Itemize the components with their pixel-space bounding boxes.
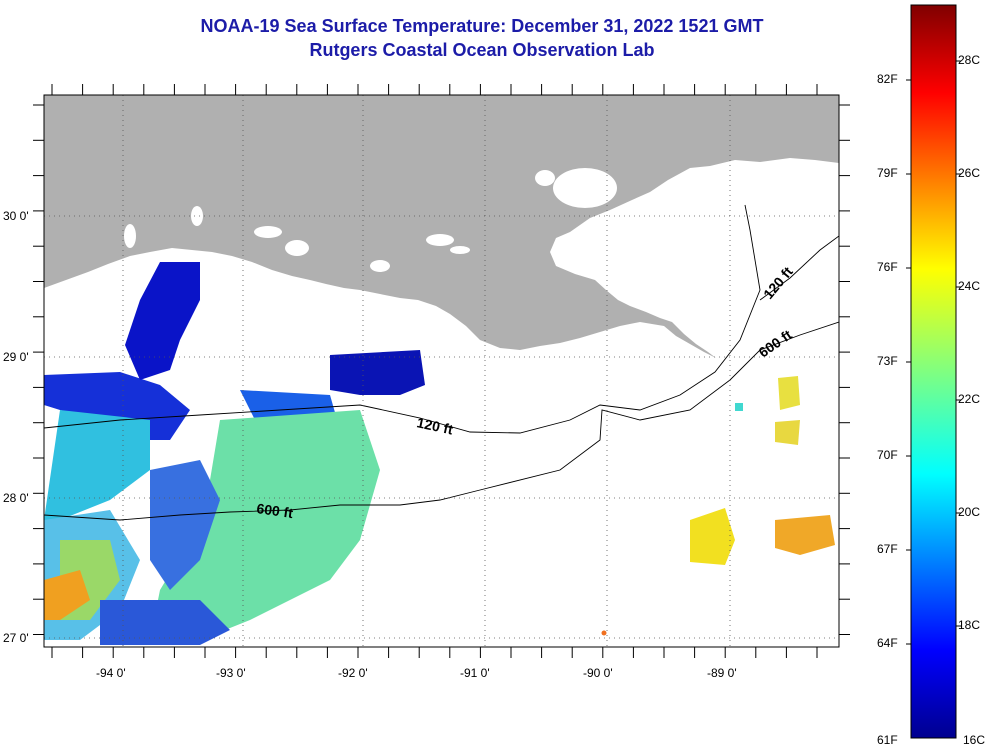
contour-label-120-west: 120 ft [415, 414, 454, 437]
contour-120ft [44, 204, 761, 434]
cbar-c-22: 22C [958, 392, 981, 406]
cbar-c-20: 20C [958, 505, 981, 519]
lon-label-90: -90 0' [583, 666, 613, 680]
cbar-c-16: 16C [963, 733, 986, 747]
cbar-f-76: 76F [877, 260, 898, 274]
lon-label-94: -94 0' [96, 666, 126, 680]
lakes [124, 165, 750, 272]
lon-label-92: -92 0' [338, 666, 368, 680]
cbar-c-18: 18C [958, 618, 981, 632]
axis-ticks [33, 84, 850, 658]
bathymetry-contours [44, 204, 839, 521]
cbar-f-82: 82F [877, 72, 898, 86]
lon-label-93: -93 0' [216, 666, 246, 680]
lon-label-91: -91 0' [460, 666, 490, 680]
contour-600ft [44, 321, 839, 521]
cbar-f-73: 73F [877, 354, 898, 368]
lat-label-30: 30 0' [3, 209, 29, 223]
contour-east-upper [759, 235, 839, 301]
cbar-c-28: 28C [958, 53, 981, 67]
map-title: NOAA-19 Sea Surface Temperature: Decembe… [0, 14, 964, 62]
colorbar [910, 4, 957, 739]
cbar-f-61: 61F [877, 733, 898, 747]
graticule [44, 95, 839, 647]
colorbar-ticks [906, 60, 961, 645]
cbar-f-70: 70F [877, 448, 898, 462]
lat-label-29: 29 0' [3, 350, 29, 364]
cbar-f-67: 67F [877, 542, 898, 556]
cbar-f-79: 79F [877, 166, 898, 180]
contour-label-600-west: 600 ft [256, 500, 295, 521]
title-line-1: NOAA-19 Sea Surface Temperature: Decembe… [200, 16, 764, 36]
cbar-c-24: 24C [958, 279, 981, 293]
cbar-f-64: 64F [877, 636, 898, 650]
sst-patches [44, 262, 835, 645]
title-line-2: Rutgers Coastal Ocean Observation Lab [309, 40, 655, 60]
lat-label-28: 28 0' [3, 491, 29, 505]
cbar-c-26: 26C [958, 166, 981, 180]
lat-label-27: 27 0' [3, 631, 29, 645]
lon-label-89: -89 0' [707, 666, 737, 680]
